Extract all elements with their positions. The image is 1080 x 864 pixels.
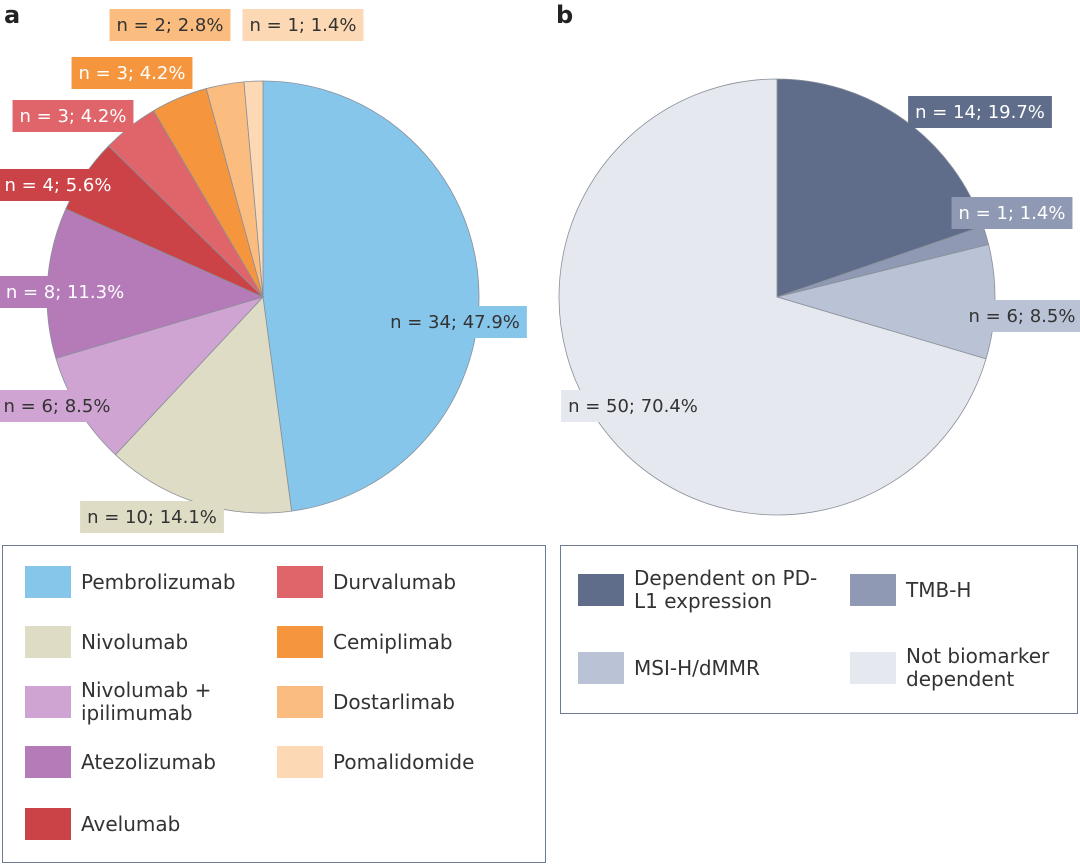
legend-label: Durvalumab — [333, 569, 457, 594]
data-label-text: n = 1; 1.4% — [250, 15, 357, 36]
legend-label: Dependent on PD-L1 expression — [634, 566, 818, 613]
data-label-box — [109, 9, 231, 41]
legend-swatch — [25, 626, 71, 658]
legend-swatch — [277, 686, 323, 718]
data-label-text: n = 50; 70.4% — [568, 396, 698, 417]
legend-label: MSI-H/dMMR — [634, 655, 760, 680]
data-label-box — [961, 300, 1080, 332]
legend — [560, 545, 1078, 714]
data-label: n = 6; 8.5% — [961, 300, 1080, 332]
data-label: n = 1; 1.4% — [242, 9, 364, 41]
data-label: n = 4; 5.6% — [0, 169, 119, 201]
panel-label: b — [556, 1, 573, 29]
data-label-box — [242, 9, 364, 41]
data-label: n = 1; 1.4% — [951, 197, 1073, 229]
data-label-text: n = 34; 47.9% — [390, 312, 520, 333]
data-label: n = 2; 2.8% — [109, 9, 231, 41]
data-label: n = 3; 4.2% — [12, 100, 134, 132]
legend-swatch — [25, 746, 71, 778]
data-label-box — [0, 169, 119, 201]
data-label-text: n = 14; 19.7% — [915, 102, 1045, 123]
legend-swatch — [277, 746, 323, 778]
data-label: n = 14; 19.7% — [908, 96, 1052, 128]
legend-label: Cemiplimab — [333, 629, 453, 654]
data-label-text: n = 10; 14.1% — [87, 507, 217, 528]
legend-label: Avelumab — [81, 811, 181, 836]
data-label-box — [80, 501, 224, 533]
data-label-box — [383, 306, 527, 338]
data-label-text: n = 1; 1.4% — [959, 203, 1066, 224]
data-label-text: n = 3; 4.2% — [20, 106, 127, 127]
legend-swatch — [850, 574, 896, 606]
legend-label: Pomalidomide — [333, 749, 475, 774]
legend-swatch — [25, 566, 71, 598]
data-label-box — [0, 390, 118, 422]
legend-swatch — [25, 808, 71, 840]
data-label-text: n = 4; 5.6% — [5, 175, 112, 196]
legend-swatch — [578, 574, 624, 606]
legend-swatch — [25, 686, 71, 718]
data-label-box — [71, 57, 193, 89]
data-label: n = 10; 14.1% — [80, 501, 224, 533]
legend-label: Not biomarker dependent — [906, 644, 1050, 691]
legend-label: Nivolumab + ipilimumab — [81, 678, 212, 725]
data-label-text: n = 3; 4.2% — [79, 63, 186, 84]
data-label-text: n = 6; 8.5% — [969, 306, 1076, 327]
legend-swatch — [850, 652, 896, 684]
data-label: n = 34; 47.9% — [383, 306, 527, 338]
data-label-text: n = 2; 2.8% — [117, 15, 224, 36]
data-label: n = 50; 70.4% — [561, 390, 705, 422]
legend-swatch — [578, 652, 624, 684]
legend-label: Nivolumab — [81, 629, 189, 654]
legend-label: TMB-H — [906, 577, 972, 602]
data-label-box — [908, 96, 1052, 128]
legend — [2, 545, 546, 863]
data-label: n = 3; 4.2% — [71, 57, 193, 89]
legend-label: Pembrolizumab — [81, 569, 236, 594]
legend-label: Atezolizumab — [81, 749, 216, 774]
data-label-box — [951, 197, 1073, 229]
panel-label: a — [4, 1, 20, 29]
data-label-box — [561, 390, 705, 422]
pie-slice — [243, 80, 264, 298]
data-label: n = 6; 8.5% — [0, 390, 118, 422]
data-label-box — [0, 276, 132, 308]
pie-slice — [262, 80, 480, 512]
legend-swatch — [277, 626, 323, 658]
data-label-box — [12, 100, 134, 132]
legend-swatch — [277, 566, 323, 598]
legend-label: Dostarlimab — [333, 689, 455, 714]
data-label: n = 8; 11.3% — [0, 276, 132, 308]
data-label-text: n = 8; 11.3% — [6, 282, 124, 303]
data-label-text: n = 6; 8.5% — [4, 396, 111, 417]
